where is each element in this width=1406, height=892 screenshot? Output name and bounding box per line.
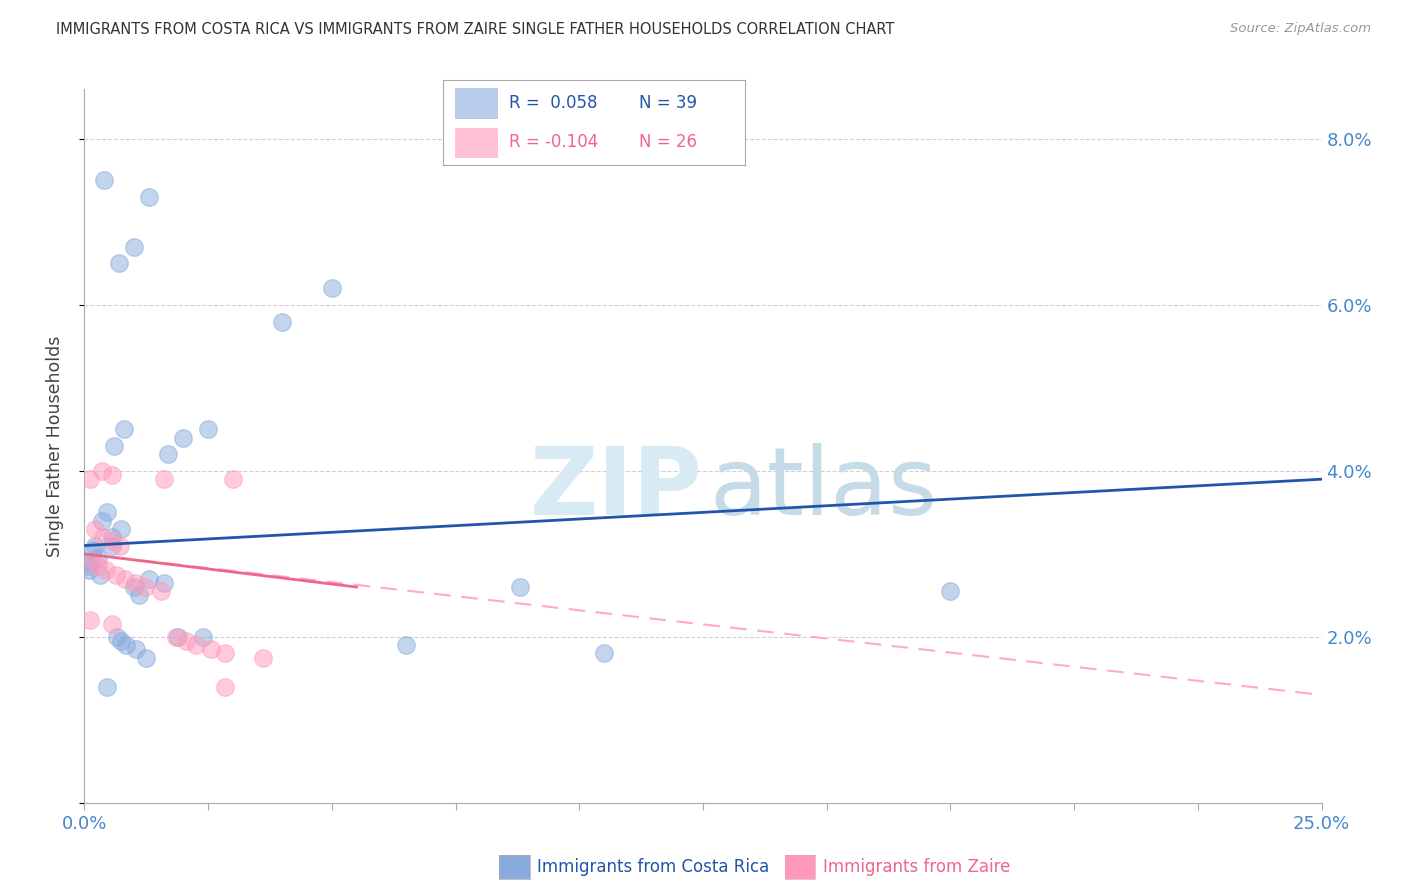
Point bbox=[79, 472, 101, 486]
Point bbox=[509, 580, 531, 594]
Point bbox=[77, 564, 100, 578]
Point bbox=[94, 564, 117, 578]
Text: Immigrants from Costa Rica: Immigrants from Costa Rica bbox=[537, 858, 769, 876]
Point bbox=[108, 539, 131, 553]
Point bbox=[165, 630, 187, 644]
Point bbox=[222, 472, 245, 486]
Point bbox=[152, 472, 174, 486]
Point bbox=[79, 555, 101, 569]
Point bbox=[89, 567, 111, 582]
Point bbox=[105, 630, 128, 644]
Point bbox=[252, 650, 274, 665]
Point bbox=[79, 613, 101, 627]
Text: ZIP: ZIP bbox=[530, 442, 703, 535]
Point bbox=[200, 642, 222, 657]
Point bbox=[101, 534, 124, 549]
Point bbox=[214, 680, 236, 694]
Point bbox=[124, 575, 146, 590]
Point bbox=[96, 505, 118, 519]
Point bbox=[395, 638, 418, 652]
Point bbox=[100, 539, 122, 553]
Point bbox=[135, 650, 157, 665]
Point bbox=[104, 567, 127, 582]
Point bbox=[122, 240, 145, 254]
Point bbox=[108, 256, 131, 270]
Point bbox=[84, 539, 107, 553]
Point bbox=[184, 638, 207, 652]
Text: N = 39: N = 39 bbox=[640, 95, 697, 112]
Point bbox=[87, 559, 110, 574]
Text: R =  0.058: R = 0.058 bbox=[509, 95, 598, 112]
Point bbox=[191, 630, 214, 644]
Bar bbox=[456, 88, 498, 118]
Point bbox=[593, 647, 616, 661]
Point bbox=[134, 580, 156, 594]
Point bbox=[87, 551, 110, 566]
Point bbox=[271, 314, 294, 328]
Point bbox=[90, 464, 112, 478]
Y-axis label: Single Father Households: Single Father Households bbox=[45, 335, 63, 557]
Point bbox=[138, 190, 160, 204]
Point bbox=[152, 575, 174, 590]
Point bbox=[157, 447, 180, 461]
Point bbox=[100, 530, 122, 544]
Text: N = 26: N = 26 bbox=[640, 133, 697, 151]
Point bbox=[93, 173, 115, 187]
Text: atlas: atlas bbox=[709, 442, 938, 535]
Point bbox=[150, 584, 173, 599]
Point bbox=[96, 680, 118, 694]
Point bbox=[91, 530, 114, 544]
Point bbox=[110, 634, 132, 648]
Text: Immigrants from Zaire: Immigrants from Zaire bbox=[823, 858, 1010, 876]
Bar bbox=[456, 128, 498, 157]
Text: IMMIGRANTS FROM COSTA RICA VS IMMIGRANTS FROM ZAIRE SINGLE FATHER HOUSEHOLDS COR: IMMIGRANTS FROM COSTA RICA VS IMMIGRANTS… bbox=[56, 22, 894, 37]
Point bbox=[321, 281, 343, 295]
Point bbox=[82, 542, 104, 557]
Point bbox=[214, 647, 236, 661]
Point bbox=[103, 439, 125, 453]
Point bbox=[114, 572, 136, 586]
Point bbox=[122, 580, 145, 594]
Point bbox=[112, 422, 135, 436]
Point bbox=[128, 588, 150, 602]
Text: R = -0.104: R = -0.104 bbox=[509, 133, 599, 151]
Point bbox=[174, 634, 197, 648]
Point bbox=[138, 572, 160, 586]
Point bbox=[110, 522, 132, 536]
Point bbox=[197, 422, 219, 436]
Point bbox=[125, 642, 148, 657]
Point bbox=[100, 617, 122, 632]
Point bbox=[76, 559, 98, 574]
Text: Source: ZipAtlas.com: Source: ZipAtlas.com bbox=[1230, 22, 1371, 36]
Point bbox=[100, 468, 122, 483]
Point bbox=[172, 431, 194, 445]
Point bbox=[82, 555, 104, 569]
Point bbox=[939, 584, 962, 599]
Point bbox=[167, 630, 190, 644]
Point bbox=[90, 514, 112, 528]
Point bbox=[84, 522, 107, 536]
Point bbox=[115, 638, 138, 652]
